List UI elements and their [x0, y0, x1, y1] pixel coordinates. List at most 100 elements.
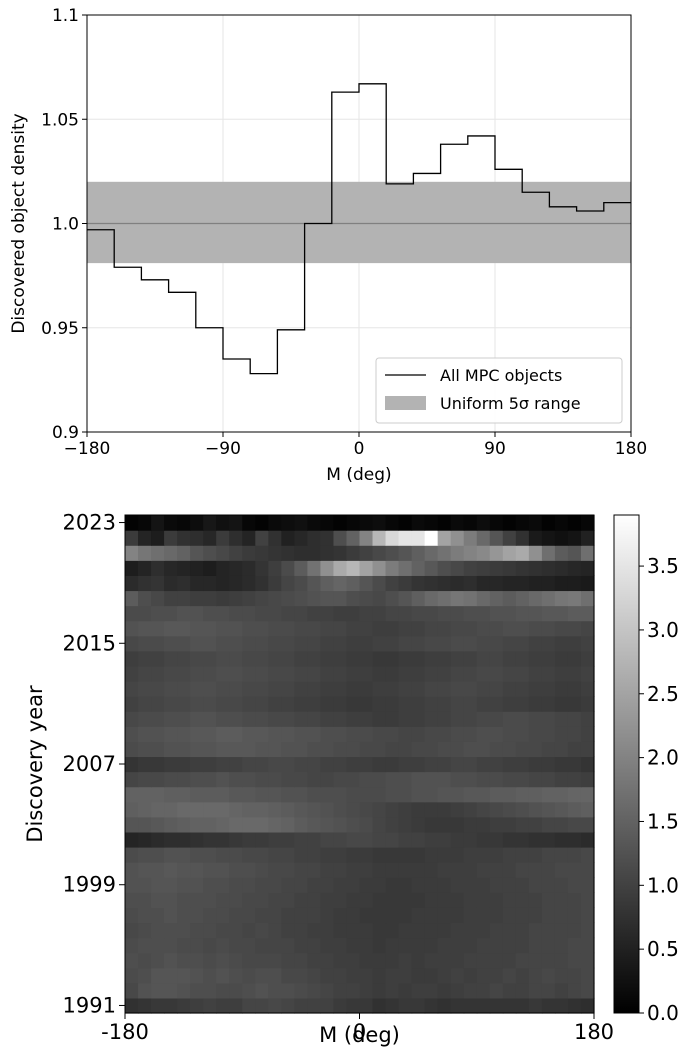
heatmap-cell: [268, 847, 282, 863]
heatmap-cell: [151, 560, 165, 576]
heatmap-cell: [190, 907, 204, 924]
heatmap-cell: [450, 877, 465, 893]
heatmap-cell: [307, 696, 322, 712]
heatmap-cell: [125, 892, 139, 908]
heatmap-cell: [463, 530, 478, 546]
heatmap-cell: [515, 726, 530, 742]
heatmap-cell: [138, 515, 152, 531]
heatmap-cell: [294, 952, 308, 969]
heatmap-cell: [424, 620, 439, 637]
heatmap-cell: [567, 847, 582, 863]
heatmap-cell: [385, 816, 400, 833]
heatmap-cell: [463, 515, 478, 531]
heatmap-cell: [164, 681, 178, 697]
heatmap-cell: [216, 620, 230, 637]
legend-box: [375, 357, 623, 424]
heatmap-cell: [320, 741, 335, 758]
heatmap-cell: [190, 650, 204, 667]
heatmap-cell: [177, 575, 191, 592]
heatmap-cell: [398, 515, 413, 531]
heatmap-cell: [489, 847, 504, 863]
heatmap-cell: [333, 922, 348, 939]
heatmap-cell: [463, 907, 478, 924]
heatmap-cell: [346, 560, 361, 576]
heatmap-y-tick-label-3: 2015: [63, 631, 116, 655]
top-y-tick-label-0: 0.9: [52, 423, 79, 443]
heatmap-cell: [255, 831, 269, 848]
heatmap-cell: [164, 907, 178, 924]
heatmap-cell: [411, 741, 426, 758]
heatmap-cell: [463, 967, 478, 984]
heatmap-cell: [515, 907, 530, 924]
heatmap-cell: [437, 847, 452, 863]
heatmap-cell: [138, 907, 152, 924]
heatmap-cell: [554, 545, 569, 561]
heatmap-cell: [437, 530, 452, 546]
heatmap-cell: [359, 620, 374, 637]
heatmap-cell: [398, 952, 413, 969]
heatmap-cell: [567, 877, 582, 893]
heatmap-cell: [385, 847, 400, 863]
heatmap-cell: [151, 620, 165, 637]
top-y-tick-label-1: 0.95: [41, 319, 79, 339]
heatmap-cell: [567, 741, 582, 758]
heatmap-cell: [320, 605, 335, 622]
heatmap-cell: [580, 575, 595, 592]
heatmap-cell: [307, 982, 322, 999]
heatmap-cell: [164, 816, 178, 833]
heatmap-cell: [138, 756, 152, 773]
heatmap-cell: [177, 847, 191, 863]
heatmap-cell: [489, 892, 504, 908]
heatmap-cell: [190, 665, 204, 682]
heatmap-cell: [177, 665, 191, 682]
heatmap-cell: [333, 696, 348, 712]
heatmap-cell: [359, 907, 374, 924]
heatmap-cell: [255, 816, 269, 833]
heatmap-cell: [255, 877, 269, 893]
heatmap-cell: [333, 711, 348, 727]
heatmap-cell: [411, 922, 426, 939]
heatmap-cell: [294, 831, 308, 848]
heatmap-cell: [502, 847, 517, 863]
heatmap-cell: [203, 982, 217, 999]
heatmap-cell: [580, 530, 595, 546]
heatmap-cell: [411, 907, 426, 924]
heatmap-cell: [216, 847, 230, 863]
top-x-ticks: −180 −90 0 90 180: [64, 432, 647, 459]
heatmap-cell: [255, 847, 269, 863]
heatmap-cell: [424, 530, 439, 546]
heatmap-cell: [125, 907, 139, 924]
heatmap-cell: [281, 726, 295, 742]
heatmap-cell: [398, 907, 413, 924]
heatmap-cell: [164, 967, 178, 984]
heatmap-cell: [359, 665, 374, 682]
heatmap-cell: [541, 650, 556, 667]
heatmap-cell: [268, 696, 282, 712]
heatmap-cell: [190, 590, 204, 607]
heatmap-cell: [463, 997, 478, 1014]
heatmap-cell: [268, 771, 282, 788]
heatmap-cell: [411, 681, 426, 697]
heatmap-cell: [307, 831, 322, 848]
heatmap-cell: [515, 922, 530, 939]
heatmap-cell: [320, 786, 335, 803]
heatmap-y-axis-label: Discovery year: [23, 685, 47, 843]
heatmap-cell: [138, 650, 152, 667]
heatmap-cell: [320, 711, 335, 727]
heatmap-cell: [502, 877, 517, 893]
heatmap-cell: [411, 545, 426, 561]
heatmap-cell: [411, 892, 426, 908]
heatmap-cell: [424, 982, 439, 999]
heatmap-cell: [528, 952, 543, 969]
heatmap-cell: [359, 711, 374, 727]
heatmap-cell: [268, 982, 282, 999]
heatmap-cell: [320, 726, 335, 742]
heatmap-cell: [476, 590, 491, 607]
heatmap-cell: [164, 575, 178, 592]
heatmap-cell: [190, 771, 204, 788]
heatmap-cell: [515, 997, 530, 1014]
heatmap-cell: [372, 801, 387, 818]
heatmap-cell: [528, 681, 543, 697]
heatmap-cell: [294, 786, 308, 803]
heatmap-cell: [320, 816, 335, 833]
